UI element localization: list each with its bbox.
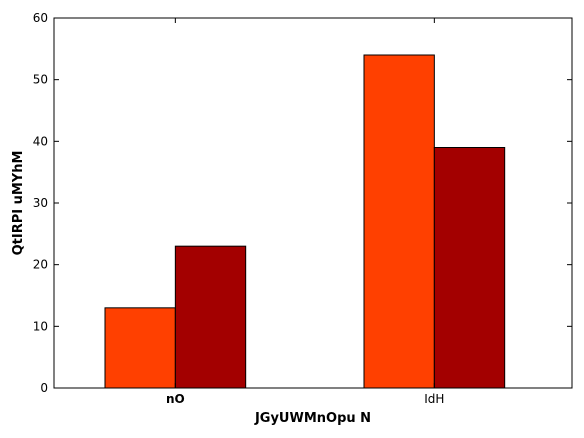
x-tick-label: IdH	[424, 392, 444, 406]
y-tick-label: 40	[33, 134, 48, 148]
y-axis-label: QtIRPI uMYhM	[11, 151, 26, 256]
y-tick-label: 0	[40, 381, 48, 395]
bar-no-series-2	[175, 246, 245, 388]
y-tick-label: 30	[33, 196, 48, 210]
y-tick-label: 60	[33, 11, 48, 25]
x-tick-label: nO	[166, 392, 185, 406]
bar-no-series-1	[105, 308, 175, 388]
y-tick-label: 50	[33, 73, 48, 87]
y-tick-label: 10	[33, 319, 48, 333]
bar-idh-series-1	[364, 55, 434, 388]
y-tick-label: 20	[33, 258, 48, 272]
bar-idh-series-2	[434, 148, 504, 389]
x-axis-label: JGyUWMnOpu N	[254, 411, 371, 426]
